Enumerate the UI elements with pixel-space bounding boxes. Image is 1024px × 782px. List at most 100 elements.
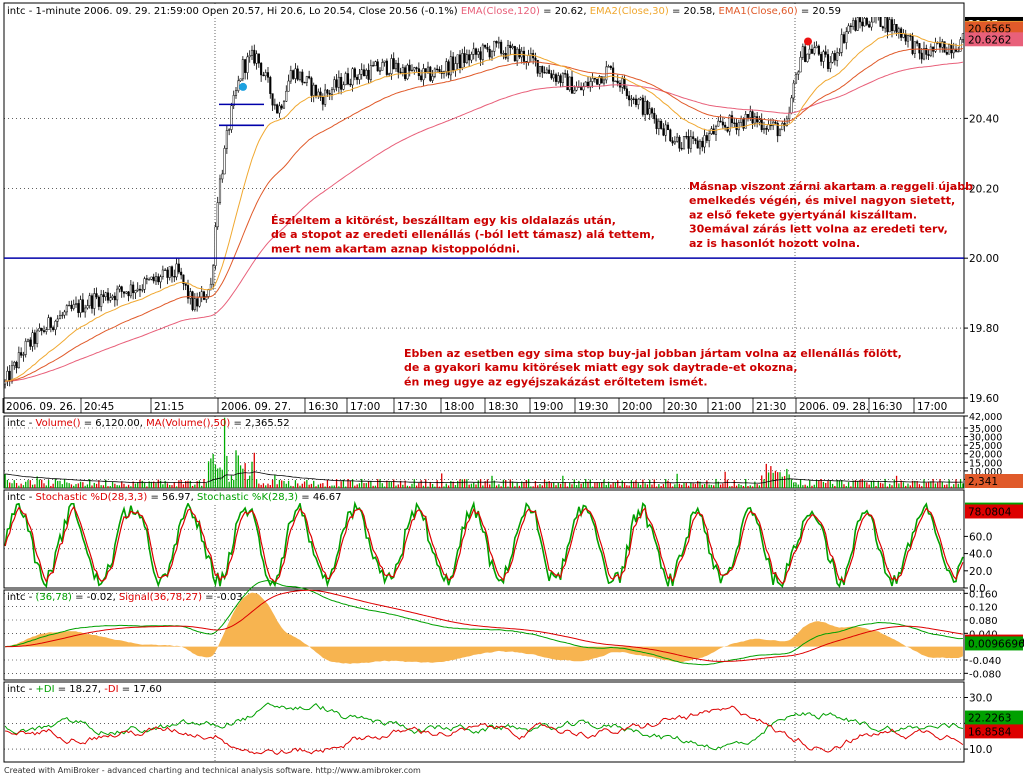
candle-body	[255, 53, 258, 64]
candle-body	[737, 122, 740, 131]
candle-body	[918, 43, 921, 54]
candle-body	[765, 128, 768, 130]
candle-body	[150, 276, 153, 280]
candle-body	[783, 123, 786, 127]
candle-body	[703, 135, 706, 148]
volume-panel-y-tick-label: 35,000	[969, 424, 1002, 435]
candle-body	[884, 17, 887, 29]
volume-panel-y-tick-label: 20,000	[969, 450, 1002, 461]
x-axis-label: 2006. 09. 27.	[221, 401, 291, 413]
candle-body	[84, 307, 87, 313]
candle-body	[77, 303, 80, 313]
candle-body	[63, 311, 66, 316]
candle-body	[333, 79, 336, 91]
candle-body	[394, 62, 398, 70]
candle-body	[257, 53, 260, 64]
candle-body	[646, 100, 649, 115]
candle-body	[362, 69, 366, 76]
macd-panel-y-tick-label: -0.040	[969, 656, 1001, 667]
candle-body	[426, 66, 430, 73]
candle-body	[701, 140, 704, 148]
candle-body	[189, 291, 192, 299]
x-axis-label: 21:30	[756, 401, 786, 413]
candle-body	[276, 104, 279, 114]
candle-body	[116, 288, 119, 301]
candle-body	[957, 50, 960, 53]
candle-body	[234, 90, 238, 96]
annotation-1-line: az első fekete gyertyánál kiszálltam.	[689, 208, 917, 221]
candle-body	[682, 136, 686, 150]
candle-body	[328, 92, 331, 95]
dmi-panel-value-box-label: 22.2263	[968, 713, 1011, 725]
stoch-k-line	[4, 500, 964, 589]
candle-body	[561, 73, 564, 83]
candle-body	[356, 76, 359, 80]
volume-panel-title-part-2: = 6,120.00,	[81, 418, 147, 429]
x-axis-label: 21:00	[711, 401, 741, 413]
candle-body	[351, 68, 354, 86]
candle-body	[54, 320, 57, 330]
candle-body	[294, 68, 297, 79]
annotation-0-line: Észleltem a kitörést, beszálltam egy kis…	[271, 214, 616, 227]
stoch-panel-title-part-4: = 46.67	[298, 492, 341, 503]
candle-body	[568, 76, 571, 91]
annotation-1-line: az is hasonlót hozott volna.	[689, 237, 860, 250]
candle-body	[269, 77, 272, 94]
candle-body	[817, 45, 820, 55]
candle-body	[762, 128, 766, 130]
candle-body	[303, 82, 306, 84]
ema60-line	[5, 48, 964, 382]
candle-body	[895, 24, 898, 33]
candle-body	[570, 76, 574, 94]
annotation-2-line: Ebben az esetben egy sima stop buy-jal j…	[404, 347, 902, 360]
candle-body	[550, 73, 553, 79]
candle-body	[751, 111, 754, 124]
dmi-panel-title-part-0: intc -	[7, 684, 36, 695]
candle-body	[865, 18, 868, 25]
candle-body	[657, 120, 660, 129]
candle-body	[932, 46, 935, 52]
candle-body	[559, 75, 562, 83]
candle-body	[858, 17, 862, 23]
candle-body	[38, 328, 41, 332]
candle-body	[545, 69, 548, 74]
candle-body	[381, 62, 384, 71]
candle-body	[159, 276, 162, 283]
candle-body	[543, 72, 546, 74]
candle-body	[548, 69, 551, 74]
candle-body	[788, 112, 791, 120]
candle-body	[248, 55, 251, 58]
price-panel-title: intc - 1-minute 2006. 09. 29. 21:59:00 O…	[7, 6, 841, 17]
candle-body	[317, 91, 320, 97]
candle-body	[314, 84, 318, 97]
candle-body	[870, 21, 873, 28]
candle-body	[666, 124, 670, 131]
candle-body	[438, 69, 441, 72]
dmi-panel-title-part-3: -DI	[104, 684, 118, 695]
candle-body	[609, 66, 612, 69]
candle-body	[641, 97, 644, 115]
candle-body	[118, 286, 121, 290]
candle-body	[509, 44, 512, 49]
candle-body	[911, 36, 914, 54]
candle-body	[449, 56, 452, 76]
candle-body	[655, 118, 658, 129]
candle-body	[29, 339, 32, 347]
ema30-line	[4, 32, 964, 382]
x-axis-label: 17:00	[917, 401, 947, 413]
x-axis-label: 19:00	[533, 401, 563, 413]
x-axis-label: 17:00	[350, 401, 380, 413]
candle-body	[95, 293, 98, 298]
candle-body	[600, 76, 603, 84]
price-panel-title-part-6: = 20.59	[798, 6, 841, 17]
candle-body	[262, 74, 265, 77]
price-panel-value-box-label: 20.6262	[968, 34, 1011, 46]
candle-body	[836, 52, 839, 61]
candle-body	[346, 73, 350, 85]
candle-body	[58, 315, 62, 320]
candle-body	[406, 64, 409, 80]
candle-body	[470, 54, 473, 61]
candle-body	[710, 128, 713, 134]
stoch-panel-y-tick-label: 60.0	[969, 531, 992, 543]
candle-body	[829, 61, 832, 69]
